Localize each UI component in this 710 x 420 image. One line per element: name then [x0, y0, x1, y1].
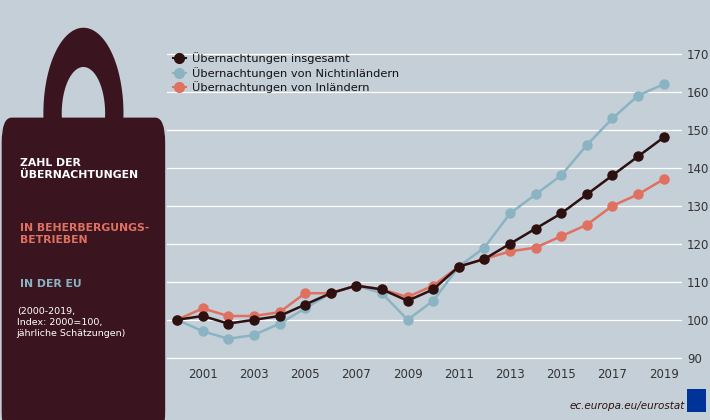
Übernachtungen von Inländern	[173, 317, 181, 322]
Übernachtungen von Nichtinländern	[531, 192, 540, 197]
Übernachtungen von Nichtinländern	[557, 173, 565, 178]
Übernachtungen von Nichtinländern	[429, 298, 437, 303]
Übernachtungen von Nichtinländern	[403, 317, 412, 322]
Übernachtungen insgesamt	[454, 264, 463, 269]
Übernachtungen von Nichtinländern	[198, 329, 207, 334]
Übernachtungen von Inländern	[301, 291, 310, 296]
Line: Übernachtungen insgesamt: Übernachtungen insgesamt	[173, 133, 668, 328]
Übernachtungen insgesamt	[224, 321, 233, 326]
Übernachtungen von Inländern	[378, 287, 386, 292]
Text: IN BEHERBERGUNGS-
BETRIEBEN: IN BEHERBERGUNGS- BETRIEBEN	[20, 223, 149, 244]
Übernachtungen von Inländern	[583, 222, 591, 227]
Übernachtungen von Inländern	[454, 264, 463, 269]
Übernachtungen insgesamt	[557, 211, 565, 216]
Übernachtungen von Nichtinländern	[506, 211, 514, 216]
Line: Übernachtungen von Inländern: Übernachtungen von Inländern	[173, 175, 668, 324]
Übernachtungen insgesamt	[275, 313, 284, 318]
Übernachtungen von Inländern	[608, 203, 617, 208]
Übernachtungen von Inländern	[660, 177, 668, 182]
Übernachtungen insgesamt	[250, 317, 258, 322]
Übernachtungen insgesamt	[608, 173, 617, 178]
Line: Übernachtungen von Nichtinländern: Übernachtungen von Nichtinländern	[173, 80, 668, 343]
Übernachtungen insgesamt	[198, 313, 207, 318]
Übernachtungen insgesamt	[634, 154, 643, 159]
Übernachtungen von Inländern	[250, 313, 258, 318]
Übernachtungen von Inländern	[480, 257, 488, 262]
Übernachtungen von Nichtinländern	[480, 245, 488, 250]
Übernachtungen von Nichtinländern	[275, 321, 284, 326]
Übernachtungen insgesamt	[352, 283, 361, 288]
Übernachtungen insgesamt	[429, 287, 437, 292]
Übernachtungen von Nichtinländern	[378, 291, 386, 296]
Übernachtungen von Nichtinländern	[327, 291, 335, 296]
Polygon shape	[43, 28, 124, 179]
Legend: Übernachtungen insgesamt, Übernachtungen von Nichtinländern, Übernachtungen von : Übernachtungen insgesamt, Übernachtungen…	[168, 47, 403, 98]
Übernachtungen insgesamt	[660, 135, 668, 140]
Übernachtungen von Nichtinländern	[634, 93, 643, 98]
Übernachtungen von Inländern	[531, 245, 540, 250]
Übernachtungen insgesamt	[403, 298, 412, 303]
Text: ec.europa.eu/eurostat: ec.europa.eu/eurostat	[569, 401, 685, 411]
Übernachtungen insgesamt	[506, 241, 514, 246]
Übernachtungen von Inländern	[557, 234, 565, 239]
Übernachtungen insgesamt	[173, 317, 181, 322]
Übernachtungen von Nichtinländern	[173, 317, 181, 322]
Übernachtungen von Inländern	[634, 192, 643, 197]
Übernachtungen insgesamt	[531, 226, 540, 231]
Übernachtungen von Inländern	[327, 291, 335, 296]
Text: IN DER EU: IN DER EU	[20, 279, 82, 289]
Übernachtungen insgesamt	[327, 291, 335, 296]
Übernachtungen von Inländern	[275, 310, 284, 315]
Text: ZAHL DER
ÜBERNACHTUNGEN: ZAHL DER ÜBERNACHTUNGEN	[20, 158, 138, 180]
Übernachtungen von Nichtinländern	[301, 306, 310, 311]
Übernachtungen von Nichtinländern	[583, 142, 591, 147]
Übernachtungen von Nichtinländern	[454, 264, 463, 269]
Übernachtungen von Nichtinländern	[352, 283, 361, 288]
Übernachtungen von Nichtinländern	[250, 333, 258, 338]
Übernachtungen insgesamt	[583, 192, 591, 197]
Text: (2000-2019,
Index: 2000=100,
jährliche Schätzungen): (2000-2019, Index: 2000=100, jährliche S…	[17, 307, 126, 339]
Übernachtungen von Inländern	[403, 294, 412, 299]
Übernachtungen von Inländern	[224, 313, 233, 318]
Übernachtungen insgesamt	[378, 287, 386, 292]
Übernachtungen von Inländern	[198, 306, 207, 311]
Übernachtungen von Inländern	[429, 283, 437, 288]
Übernachtungen insgesamt	[480, 257, 488, 262]
FancyBboxPatch shape	[1, 118, 165, 420]
Übernachtungen von Nichtinländern	[660, 81, 668, 87]
Übernachtungen von Inländern	[352, 283, 361, 288]
Übernachtungen von Nichtinländern	[224, 336, 233, 341]
Übernachtungen insgesamt	[301, 302, 310, 307]
Übernachtungen von Inländern	[506, 249, 514, 254]
Übernachtungen von Nichtinländern	[608, 116, 617, 121]
